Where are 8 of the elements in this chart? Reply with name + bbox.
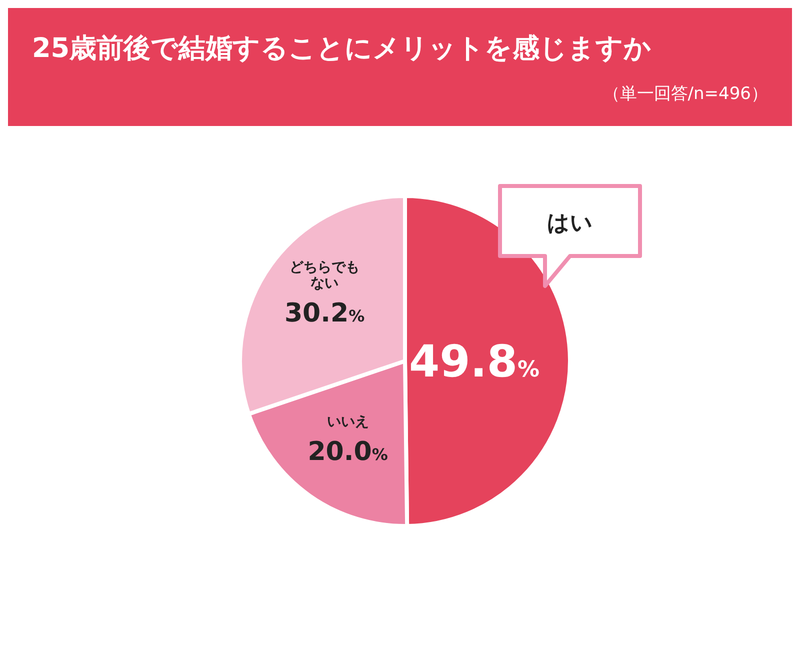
chart-title: 25歳前後で結婚することにメリットを感じますか [32,32,653,66]
data-label: 20.0% [308,436,388,467]
data-label: 30.2% [284,298,365,328]
text: （単一回答/n=496） [602,83,768,105]
slice-label: どちらでもない [290,259,360,292]
slice-label: はい [547,211,593,236]
slice-label: いいえ [326,414,369,430]
data-label: 49.8% [408,336,540,388]
